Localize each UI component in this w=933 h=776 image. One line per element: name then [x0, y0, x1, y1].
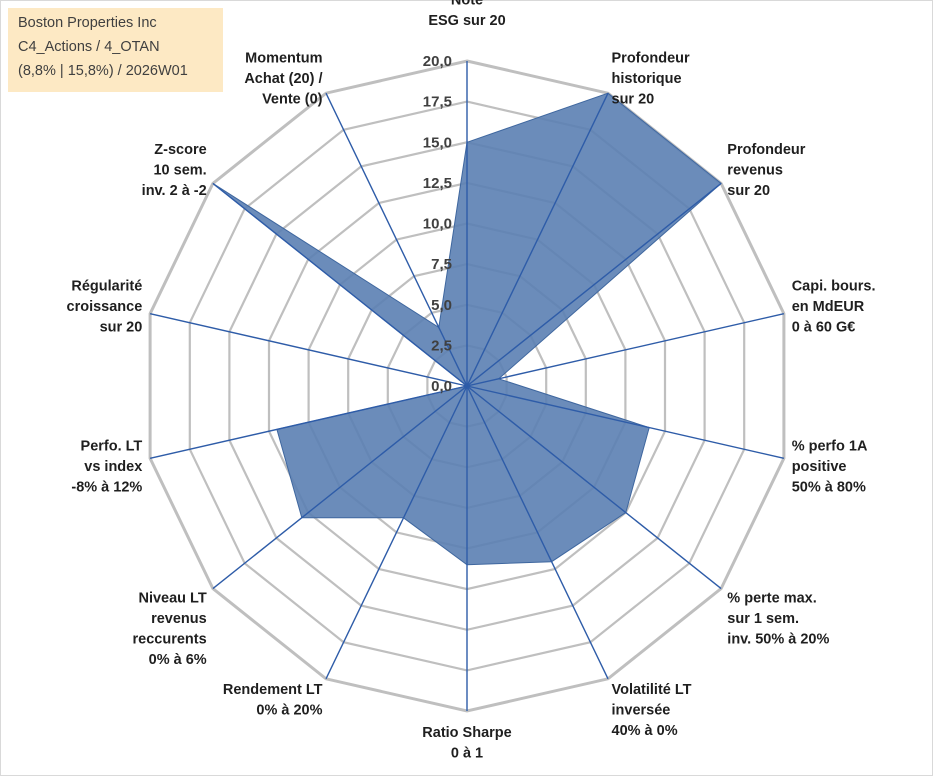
axis-label: Momentum Achat (20) / Vente (0)	[244, 51, 322, 108]
axis-spoke	[466, 92, 609, 387]
tick-label: 2,5	[431, 337, 452, 354]
axis-label-line: positive	[792, 459, 847, 475]
axis-spoke	[466, 385, 609, 680]
axis-label: Rendement LT 0% à 20%	[223, 682, 323, 719]
axis-label: Capi. bours. en MdEUR 0 à 60 G€	[792, 279, 876, 336]
axis-label-line: 10 sem.	[153, 162, 206, 178]
axis-label-line: -8% à 12%	[71, 479, 142, 495]
axis-label: % perfo 1A positive 50% à 80%	[792, 438, 868, 495]
axis-label-line: historique	[612, 71, 682, 87]
axis-spoke	[149, 385, 468, 459]
tick-label: 10,0	[423, 216, 452, 233]
tick-label: 0,0	[431, 378, 452, 395]
axis-label-line: Régularité	[71, 279, 142, 295]
axis-label-line: revenus	[727, 162, 783, 178]
axis-label-line: Vente (0)	[262, 92, 323, 108]
axis-label-line: croissance	[67, 299, 143, 315]
axis-spoke	[149, 313, 468, 387]
axis-label-line: ESG sur 20	[428, 13, 505, 29]
axis-spoke	[212, 385, 468, 590]
axis-label-line: 0% à 6%	[149, 652, 207, 668]
tick-label: 7,5	[431, 256, 452, 273]
axis-label-line: % perfo 1A	[792, 438, 868, 454]
tick-label: 15,0	[423, 134, 452, 151]
axis-label: % perte max. sur 1 sem. inv. 50% à 20%	[727, 590, 829, 647]
axis-label-line: Profondeur	[612, 51, 690, 67]
info-category: C4_Actions / 4_OTAN	[18, 39, 160, 55]
info-company-name: Boston Properties Inc	[18, 15, 157, 31]
axis-label: Perfo. LT vs index -8% à 12%	[71, 438, 142, 495]
axis-label-line: inv. 2 à -2	[142, 183, 207, 199]
axis-label-line: Capi. bours.	[792, 279, 876, 295]
axis-label: Volatilité LT inversée 40% à 0%	[612, 682, 692, 739]
axis-label-line: 0 à 60 G€	[792, 320, 856, 336]
axis-label: Z-score 10 sem. inv. 2 à -2	[142, 142, 207, 199]
axis-label-line: Rendement LT	[223, 682, 323, 698]
axis-label-line: 0% à 20%	[256, 703, 322, 719]
radar-spokes	[149, 61, 785, 711]
axis-label: Profondeur historique sur 20	[612, 51, 690, 108]
radar-axis-labels: Note ESG sur 20 Profondeur historique sur 20…	[67, 0, 876, 762]
axis-label: Niveau LT revenus reccurents 0% à 6%	[133, 590, 207, 668]
axis-label-line: Perfo. LT	[81, 438, 143, 454]
axis-label-line: sur 1 sem.	[727, 611, 799, 627]
axis-label-line: Achat (20) /	[244, 71, 322, 87]
axis-label-line: Ratio Sharpe	[422, 725, 511, 741]
axis-spoke	[466, 385, 722, 590]
axis-label-line: reccurents	[133, 631, 207, 647]
axis-label-line: Momentum	[245, 51, 322, 67]
axis-label-line: inv. 50% à 20%	[727, 631, 829, 647]
tick-label: 20,0	[423, 53, 452, 70]
axis-label-line: 40% à 0%	[612, 723, 678, 739]
axis-label: Profondeur revenus sur 20	[727, 142, 805, 199]
axis-label-line: Volatilité LT	[612, 682, 692, 698]
axis-label-line: % perte max.	[727, 590, 816, 606]
axis-label-line: sur 20	[727, 183, 770, 199]
info-box: Boston Properties Inc C4_Actions / 4_OTA…	[8, 8, 223, 92]
axis-label: Régularité croissance sur 20	[67, 279, 143, 336]
axis-label-line: Niveau LT	[138, 590, 206, 606]
axis-label-line: Note	[451, 0, 483, 9]
axis-spoke	[466, 313, 785, 387]
axis-spoke	[325, 92, 468, 387]
axis-spoke	[212, 182, 468, 387]
axis-label-line: revenus	[151, 611, 207, 627]
tick-label: 17,5	[423, 94, 452, 111]
axis-spoke	[466, 385, 785, 459]
axis-label-line: en MdEUR	[792, 299, 865, 315]
tick-label: 5,0	[431, 297, 452, 314]
axis-label-line: inversée	[612, 703, 671, 719]
axis-label: Ratio Sharpe 0 à 1	[422, 725, 511, 762]
axis-label-line: sur 20	[612, 92, 655, 108]
axis-label-line: 50% à 80%	[792, 479, 866, 495]
info-performance-week: (8,8% | 15,8%) / 2026W01	[18, 63, 188, 79]
axis-spoke	[466, 182, 722, 387]
axis-label-line: Profondeur	[727, 142, 805, 158]
axis-label-line: sur 20	[100, 320, 143, 336]
axis-label-line: Z-score	[154, 142, 206, 158]
axis-label: Note ESG sur 20	[428, 0, 505, 29]
axis-label-line: 0 à 1	[451, 746, 483, 762]
radar-tick-labels: 0,0 2,5 5,0 7,5 10,0 12,5 15,0 17,5 20,0	[423, 53, 452, 395]
tick-label: 12,5	[423, 175, 452, 192]
axis-label-line: vs index	[84, 459, 142, 475]
axis-spoke	[325, 385, 468, 680]
